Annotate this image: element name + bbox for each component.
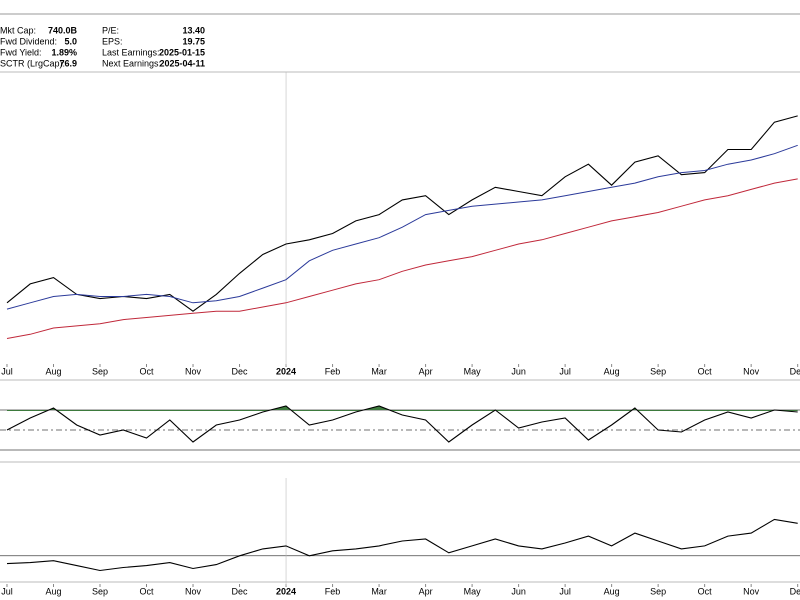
stat-label: Next Earnings:	[102, 58, 161, 68]
x-tick-label: Jul	[559, 366, 571, 376]
stat-label: Mkt Cap:	[0, 25, 36, 35]
x-tick-label: Aug	[45, 586, 61, 596]
x-tick-label: Sep	[92, 366, 108, 376]
stat-label: Fwd Dividend:	[0, 36, 57, 46]
x-tick-label: Feb	[325, 586, 341, 596]
x-tick-label: 2024	[276, 586, 296, 596]
series-line	[6, 144, 798, 310]
x-tick-label: Sep	[650, 366, 666, 376]
x-tick-label: Mar	[371, 366, 387, 376]
x-tick-label: Jun	[511, 366, 526, 376]
x-tick-label: Apr	[419, 366, 433, 376]
x-tick-label: Dec	[790, 586, 800, 596]
stat-value: 19.75	[182, 36, 205, 46]
x-tick-label: May	[464, 586, 482, 596]
x-tick-label: Dec	[232, 586, 249, 596]
x-tick-label: Sep	[92, 586, 108, 596]
x-tick-label: Aug	[45, 366, 61, 376]
x-tick-label: Feb	[325, 366, 341, 376]
x-tick-label: Dec	[232, 366, 249, 376]
x-tick-label: Jul	[559, 586, 571, 596]
x-tick-label: Jul	[1, 366, 13, 376]
x-tick-label: 2024	[276, 366, 296, 376]
x-tick-label: Nov	[743, 366, 760, 376]
stat-value: 2025-04-11	[159, 58, 205, 68]
stat-value: 13.40	[182, 25, 205, 35]
x-tick-label: Nov	[185, 366, 202, 376]
x-tick-label: Aug	[604, 366, 620, 376]
stat-value: 1.89%	[51, 47, 77, 57]
rsi-fill	[6, 406, 798, 411]
x-tick-label: Oct	[140, 366, 155, 376]
stat-value: 76.9	[59, 58, 77, 68]
x-tick-label: Nov	[185, 586, 202, 596]
x-tick-label: Apr	[419, 586, 433, 596]
stat-value: 740.0B	[48, 25, 78, 35]
x-tick-label: Oct	[140, 586, 155, 596]
x-tick-label: Dec	[790, 366, 800, 376]
x-tick-label: Oct	[698, 366, 713, 376]
stat-label: P/E:	[102, 25, 119, 35]
stat-label: Fwd Yield:	[0, 47, 42, 57]
x-tick-label: May	[464, 366, 482, 376]
stat-label: SCTR (LrgCap):	[0, 58, 65, 68]
series-line	[6, 518, 798, 572]
x-tick-label: Nov	[743, 586, 760, 596]
x-tick-label: Jun	[511, 586, 526, 596]
x-tick-label: Sep	[650, 586, 666, 596]
series-line	[6, 178, 798, 339]
stat-label: Last Earnings:	[102, 47, 160, 57]
stat-value: 5.0	[64, 36, 77, 46]
series-line	[6, 115, 798, 312]
x-tick-label: Oct	[698, 586, 713, 596]
x-tick-label: Jul	[1, 586, 13, 596]
stat-label: EPS:	[102, 36, 123, 46]
series-line	[6, 405, 798, 443]
x-tick-label: Aug	[604, 586, 620, 596]
x-tick-label: Mar	[371, 586, 387, 596]
stat-value: 2025-01-15	[159, 47, 205, 57]
